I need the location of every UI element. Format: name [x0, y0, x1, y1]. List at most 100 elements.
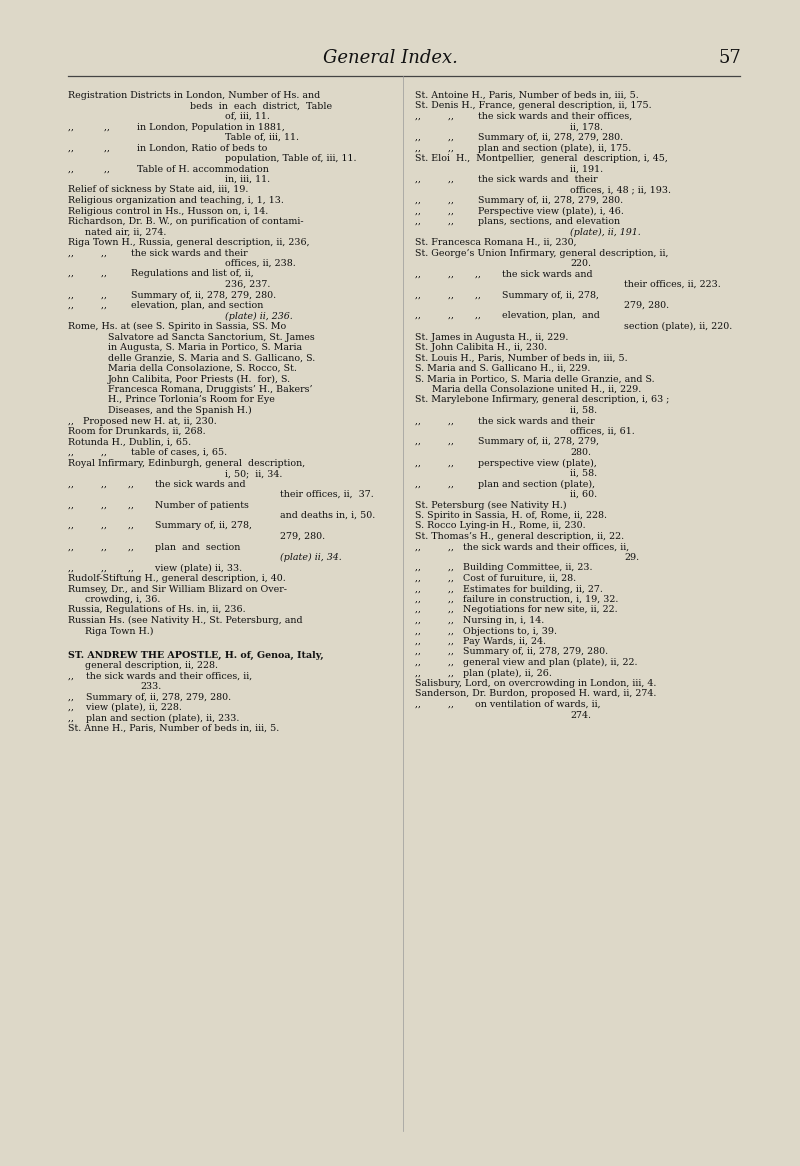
- Text: S. Maria and S. Gallicano H., ii, 229.: S. Maria and S. Gallicano H., ii, 229.: [415, 364, 590, 373]
- Text: St. Marylebone Infirmary, general description, i, 63 ;: St. Marylebone Infirmary, general descri…: [415, 395, 670, 405]
- Text: ,,         ,,       ,,       Number of patients: ,, ,, ,, Number of patients: [68, 500, 249, 510]
- Text: ii, 191.: ii, 191.: [570, 164, 603, 174]
- Text: ,,         ,,   plan (plate), ii, 26.: ,, ,, plan (plate), ii, 26.: [415, 668, 552, 677]
- Text: St. Antoine H., Paris, Number of beds in, iii, 5.: St. Antoine H., Paris, Number of beds in…: [415, 91, 638, 100]
- Text: ,,         ,,        Regulations and list of, ii,: ,, ,, Regulations and list of, ii,: [68, 269, 254, 279]
- Text: section (plate), ii, 220.: section (plate), ii, 220.: [624, 322, 732, 331]
- Text: ,,          ,,         in London, Ratio of beds to: ,, ,, in London, Ratio of beds to: [68, 143, 267, 153]
- Text: St. James in Augusta H., ii, 229.: St. James in Augusta H., ii, 229.: [415, 332, 568, 342]
- Text: ,,         ,,   Nursing in, i, 14.: ,, ,, Nursing in, i, 14.: [415, 616, 544, 625]
- Text: beds  in  each  district,  Table: beds in each district, Table: [190, 101, 332, 111]
- Text: H., Prince Torlonia’s Room for Eye: H., Prince Torlonia’s Room for Eye: [108, 395, 275, 405]
- Text: delle Granzie, S. Maria and S. Gallicano, S.: delle Granzie, S. Maria and S. Gallicano…: [108, 353, 315, 363]
- Text: ,,         ,,   Negotiations for new site, ii, 22.: ,, ,, Negotiations for new site, ii, 22.: [415, 605, 618, 614]
- Text: ,,         ,,   Summary of, ii, 278, 279, 280.: ,, ,, Summary of, ii, 278, 279, 280.: [415, 647, 608, 656]
- Text: Rotunda H., Dublin, i, 65.: Rotunda H., Dublin, i, 65.: [68, 437, 191, 447]
- Text: ,,         ,,        Summary of, ii, 278, 279,: ,, ,, Summary of, ii, 278, 279,: [415, 437, 599, 447]
- Text: their offices, ii, 223.: their offices, ii, 223.: [624, 280, 721, 289]
- Text: ST. ANDREW THE APOSTLE, H. of, Genoa, Italy,: ST. ANDREW THE APOSTLE, H. of, Genoa, It…: [68, 651, 324, 660]
- Text: Salisbury, Lord, on overcrowding in London, iii, 4.: Salisbury, Lord, on overcrowding in Lond…: [415, 679, 656, 688]
- Text: St. Anne H., Paris, Number of beds in, iii, 5.: St. Anne H., Paris, Number of beds in, i…: [68, 724, 279, 733]
- Text: offices, ii, 238.: offices, ii, 238.: [225, 259, 296, 268]
- Text: ,,          ,,         Table of H. accommodation: ,, ,, Table of H. accommodation: [68, 164, 269, 174]
- Text: population, Table of, iii, 11.: population, Table of, iii, 11.: [225, 154, 357, 163]
- Text: Sanderson, Dr. Burdon, proposed H. ward, ii, 274.: Sanderson, Dr. Burdon, proposed H. ward,…: [415, 689, 656, 698]
- Text: ,,         ,,   Cost of furuiture, ii, 28.: ,, ,, Cost of furuiture, ii, 28.: [415, 574, 576, 583]
- Text: St. Eloi  H.,  Montpellier,  general  description, i, 45,: St. Eloi H., Montpellier, general descri…: [415, 154, 668, 163]
- Text: ,,         ,,        the sick wards and their offices,: ,, ,, the sick wards and their offices,: [415, 112, 632, 121]
- Text: ,,         ,,        plan and section (plate),: ,, ,, plan and section (plate),: [415, 479, 595, 489]
- Text: ,,         ,,       ,,       view (plate) ii, 33.: ,, ,, ,, view (plate) ii, 33.: [68, 563, 242, 573]
- Text: ,,         ,,       ,,       Summary of, ii, 278,: ,, ,, ,, Summary of, ii, 278,: [415, 290, 599, 300]
- Text: ,,   Proposed new H. at, ii, 230.: ,, Proposed new H. at, ii, 230.: [68, 416, 217, 426]
- Text: ,,         ,,   Estimates for building, ii, 27.: ,, ,, Estimates for building, ii, 27.: [415, 584, 603, 593]
- Text: St. Petersburg (see Nativity H.): St. Petersburg (see Nativity H.): [415, 500, 566, 510]
- Text: ,,    view (plate), ii, 228.: ,, view (plate), ii, 228.: [68, 703, 182, 712]
- Text: St. Francesca Romana H., ii, 230,: St. Francesca Romana H., ii, 230,: [415, 238, 577, 247]
- Text: ,,    plan and section (plate), ii, 233.: ,, plan and section (plate), ii, 233.: [68, 714, 239, 723]
- Text: ,,         ,,       ,,       the sick wards and: ,, ,, ,, the sick wards and: [415, 269, 593, 279]
- Text: ,,         ,,       ,,       elevation, plan,  and: ,, ,, ,, elevation, plan, and: [415, 311, 600, 321]
- Text: S. Spirito in Sassia, H. of, Rome, ii, 228.: S. Spirito in Sassia, H. of, Rome, ii, 2…: [415, 511, 607, 520]
- Text: of, iii, 11.: of, iii, 11.: [225, 112, 270, 121]
- Text: ,,         ,,   Pay Wards, ii, 24.: ,, ,, Pay Wards, ii, 24.: [415, 637, 546, 646]
- Text: ,,         ,,        plan and section (plate), ii, 175.: ,, ,, plan and section (plate), ii, 175.: [415, 143, 631, 153]
- Text: general description, ii, 228.: general description, ii, 228.: [85, 661, 218, 670]
- Text: ii, 58.: ii, 58.: [570, 406, 597, 415]
- Text: (plate) ii, 34.: (plate) ii, 34.: [280, 553, 342, 562]
- Text: Royal Infirmary, Edinburgh, general  description,: Royal Infirmary, Edinburgh, general desc…: [68, 458, 306, 468]
- Text: (plate), ii, 191.: (plate), ii, 191.: [570, 227, 641, 237]
- Text: ,,         ,,        Perspective view (plate), i, 46.: ,, ,, Perspective view (plate), i, 46.: [415, 206, 624, 216]
- Text: Relief of sickness by State aid, iii, 19.: Relief of sickness by State aid, iii, 19…: [68, 185, 248, 195]
- Text: in, iii, 11.: in, iii, 11.: [225, 175, 270, 184]
- Text: Maria della Consolazione united H., ii, 229.: Maria della Consolazione united H., ii, …: [432, 385, 642, 394]
- Text: Rome, Hs. at (see S. Spirito in Sassia, SS. Mo: Rome, Hs. at (see S. Spirito in Sassia, …: [68, 322, 286, 331]
- Text: St. George’s Union Infirmary, general description, ii,: St. George’s Union Infirmary, general de…: [415, 248, 669, 258]
- Text: and deaths in, i, 50.: and deaths in, i, 50.: [280, 511, 375, 520]
- Text: Rumsey, Dr., and Sir William Blizard on Over-: Rumsey, Dr., and Sir William Blizard on …: [68, 584, 287, 593]
- Text: ,,         ,,        plans, sections, and elevation: ,, ,, plans, sections, and elevation: [415, 217, 620, 226]
- Text: 280.: 280.: [570, 448, 591, 457]
- Text: ,,          ,,         in London, Population in 1881,: ,, ,, in London, Population in 1881,: [68, 122, 285, 132]
- Text: ,,         ,,   failure in construction, i, 19, 32.: ,, ,, failure in construction, i, 19, 32…: [415, 595, 618, 604]
- Text: Richardson, Dr. B. W., on purification of contami-: Richardson, Dr. B. W., on purification o…: [68, 217, 304, 226]
- Text: Riga Town H., Russia, general description, ii, 236,: Riga Town H., Russia, general descriptio…: [68, 238, 310, 247]
- Text: ,,         ,,        table of cases, i, 65.: ,, ,, table of cases, i, 65.: [68, 448, 227, 457]
- Text: 233.: 233.: [140, 682, 162, 691]
- Text: in Augusta, S. Maria in Portico, S. Maria: in Augusta, S. Maria in Portico, S. Mari…: [108, 343, 302, 352]
- Text: nated air, ii, 274.: nated air, ii, 274.: [85, 227, 166, 237]
- Text: ,,         ,,   the sick wards and their offices, ii,: ,, ,, the sick wards and their offices, …: [415, 542, 630, 552]
- Text: (plate) ii, 236.: (plate) ii, 236.: [225, 311, 293, 321]
- Text: Registration Districts in London, Number of Hs. and: Registration Districts in London, Number…: [68, 91, 320, 100]
- Text: their offices, ii,  37.: their offices, ii, 37.: [280, 490, 374, 499]
- Text: ,,         ,,        the sick wards and their: ,, ,, the sick wards and their: [415, 416, 594, 426]
- Text: Rudolf-Stiftung H., general description, i, 40.: Rudolf-Stiftung H., general description,…: [68, 574, 286, 583]
- Text: Diseases, and the Spanish H.): Diseases, and the Spanish H.): [108, 406, 252, 415]
- Text: St. John Calibita H., ii, 230.: St. John Calibita H., ii, 230.: [415, 343, 547, 352]
- Text: crowding, i, 36.: crowding, i, 36.: [85, 595, 160, 604]
- Text: St. Thomas’s H., general description, ii, 22.: St. Thomas’s H., general description, ii…: [415, 532, 624, 541]
- Text: ii, 60.: ii, 60.: [570, 490, 597, 499]
- Text: ,,         ,,       ,,       plan  and  section: ,, ,, ,, plan and section: [68, 542, 240, 552]
- Text: ,,         ,,       on ventilation of wards, ii,: ,, ,, on ventilation of wards, ii,: [415, 700, 601, 709]
- Text: ,,         ,,   general view and plan (plate), ii, 22.: ,, ,, general view and plan (plate), ii,…: [415, 658, 638, 667]
- Text: Russia, Regulations of Hs. in, ii, 236.: Russia, Regulations of Hs. in, ii, 236.: [68, 605, 246, 614]
- Text: ,,         ,,        Summary of, ii, 278, 279, 280.: ,, ,, Summary of, ii, 278, 279, 280.: [415, 133, 623, 142]
- Text: ,,         ,,       ,,       Summary of, ii, 278,: ,, ,, ,, Summary of, ii, 278,: [68, 521, 252, 531]
- Text: St. Louis H., Paris, Number of beds in, iii, 5.: St. Louis H., Paris, Number of beds in, …: [415, 353, 628, 363]
- Text: ,,    the sick wards and their offices, ii,: ,, the sick wards and their offices, ii,: [68, 672, 252, 681]
- Text: i, 50;  ii, 34.: i, 50; ii, 34.: [225, 469, 282, 478]
- Text: S. Rocco Lying-in H., Rome, ii, 230.: S. Rocco Lying-in H., Rome, ii, 230.: [415, 521, 586, 531]
- Text: Riga Town H.): Riga Town H.): [85, 626, 154, 635]
- Text: ,,         ,,        Summary of, ii, 278, 279, 280.: ,, ,, Summary of, ii, 278, 279, 280.: [415, 196, 623, 205]
- Text: ,,         ,,       ,,       the sick wards and: ,, ,, ,, the sick wards and: [68, 479, 246, 489]
- Text: 29.: 29.: [624, 553, 639, 562]
- Text: St. Denis H., France, general description, ii, 175.: St. Denis H., France, general descriptio…: [415, 101, 652, 111]
- Text: ii, 58.: ii, 58.: [570, 469, 597, 478]
- Text: Francesca Romana, Druggists’ H., Bakers’: Francesca Romana, Druggists’ H., Bakers’: [108, 385, 313, 394]
- Text: ,,         ,,        elevation, plan, and section: ,, ,, elevation, plan, and section: [68, 301, 263, 310]
- Text: Table of, iii, 11.: Table of, iii, 11.: [225, 133, 299, 142]
- Text: General Index.: General Index.: [322, 49, 458, 66]
- Text: ,,         ,,   Building Committee, ii, 23.: ,, ,, Building Committee, ii, 23.: [415, 563, 593, 573]
- Text: 274.: 274.: [570, 710, 591, 719]
